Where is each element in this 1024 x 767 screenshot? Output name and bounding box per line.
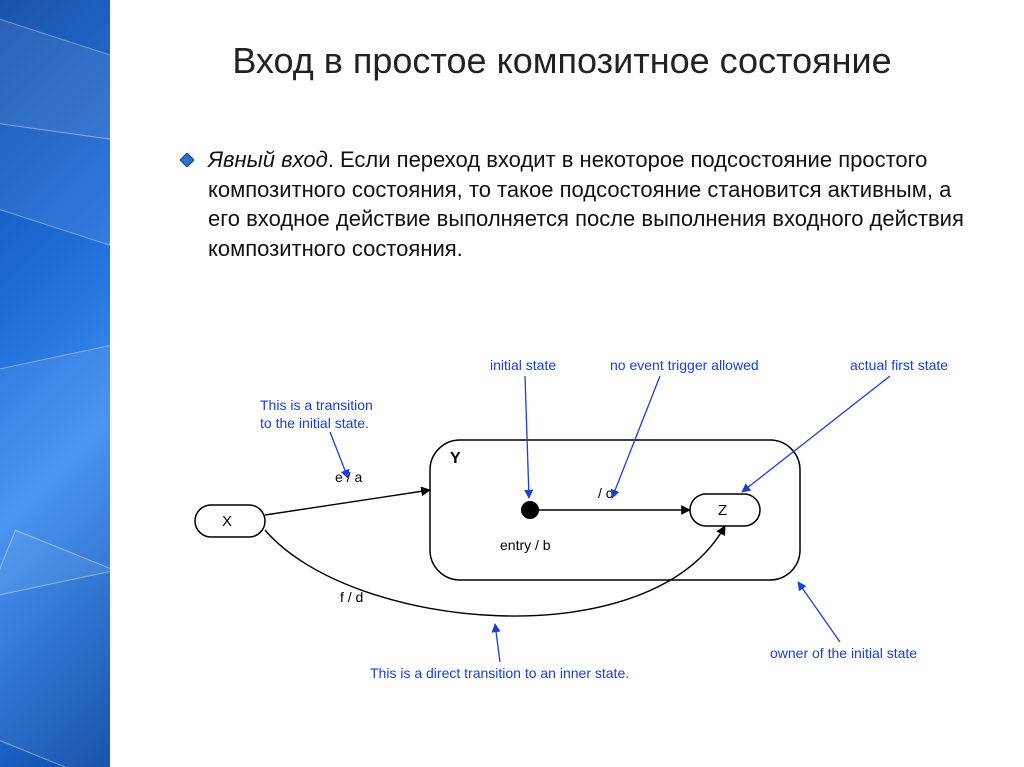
svg-text:initial state: initial state xyxy=(490,357,556,373)
initial-pseudostate xyxy=(521,501,539,519)
state-y-label: Y xyxy=(450,450,461,467)
side-decoration xyxy=(0,0,110,767)
state-y-entry: entry / b xyxy=(500,537,551,553)
state-diagram: Y entry / b Z X e / a / c f / d This is … xyxy=(130,330,990,710)
slide: Вход в простое композитное состояние Явн… xyxy=(0,0,1024,767)
state-z-label: Z xyxy=(718,502,727,519)
svg-text:actual first state: actual first state xyxy=(850,357,948,373)
edge-x-to-z-direct-label: f / d xyxy=(340,589,363,605)
annotation-direct-transition: This is a direct transition to an inner … xyxy=(370,624,629,681)
svg-text:This is a transition: This is a transition xyxy=(260,397,373,413)
diamond-bullet-icon xyxy=(180,153,194,167)
bullet-item: Явный вход. Если переход входит в некото… xyxy=(180,145,964,264)
bullet-text: Явный вход. Если переход входит в некото… xyxy=(208,145,964,264)
svg-text:This is a direct transition to: This is a direct transition to an inner … xyxy=(370,665,629,681)
bullet-lead: Явный вход xyxy=(208,147,328,172)
state-x-label: X xyxy=(222,513,232,530)
annotation-owner-of-initial: owner of the initial state xyxy=(770,582,917,661)
edge-x-to-y-label: e / a xyxy=(335,469,362,485)
body-text: Явный вход. Если переход входит в некото… xyxy=(180,145,964,264)
annotation-transition-to-initial: This is a transition to the initial stat… xyxy=(260,397,373,478)
svg-text:no event trigger allowed: no event trigger allowed xyxy=(610,357,759,373)
edge-x-to-y xyxy=(265,490,430,515)
slide-title: Вход в простое композитное состояние xyxy=(130,40,994,82)
edge-initial-to-z-label: / c xyxy=(598,485,613,501)
svg-text:to the initial state.: to the initial state. xyxy=(260,415,369,431)
svg-text:owner of the initial state: owner of the initial state xyxy=(770,645,917,661)
